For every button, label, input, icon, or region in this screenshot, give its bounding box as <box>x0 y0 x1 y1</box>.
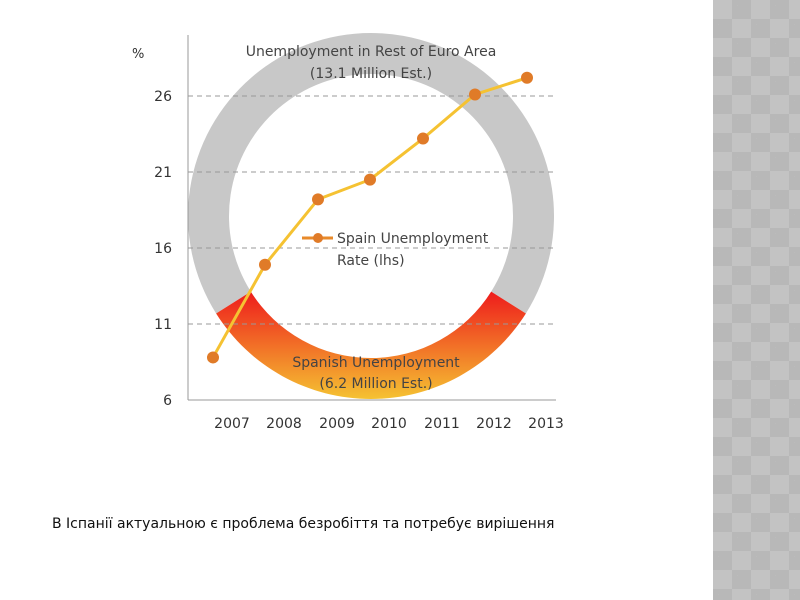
decorative-sidebar <box>713 0 800 600</box>
legend: Spain Unemployment Rate (lhs) <box>302 231 489 269</box>
x-tick-label: 2007 <box>214 416 250 432</box>
data-point <box>417 132 429 145</box>
y-tick-label: 26 <box>154 89 172 105</box>
donut-label-euro-line1: Unemployment in Rest of Euro Area <box>246 44 497 60</box>
slide-caption: В Іспанії актуальною є проблема безробіт… <box>52 516 555 532</box>
data-point <box>521 71 533 84</box>
data-point <box>207 351 219 364</box>
y-tick-label: 16 <box>154 241 172 257</box>
donut-label-spain-line1: Spanish Unemployment <box>292 355 460 371</box>
x-tick-label: 2013 <box>528 416 564 432</box>
legend-marker <box>313 233 323 243</box>
x-tick-label: 2008 <box>266 416 302 432</box>
data-point <box>364 173 376 186</box>
chart: % 6 11 16 21 26 2007 2008 2009 2010 2011 2012 2013… <box>132 32 564 432</box>
data-point <box>259 258 271 271</box>
donut-segment-spain <box>216 291 526 399</box>
y-axis-label: % <box>132 47 144 62</box>
y-tick-label: 21 <box>154 165 172 181</box>
legend-label-line1: Spain Unemployment <box>337 231 489 247</box>
donut-label-spain-line2: (6.2 Million Est.) <box>319 376 432 392</box>
donut-label-euro-line2: (13.1 Million Est.) <box>310 66 432 82</box>
x-tick-label: 2012 <box>476 416 512 432</box>
y-tick-label: 6 <box>163 393 172 409</box>
y-tick-label: 11 <box>154 317 172 333</box>
x-tick-label: 2011 <box>424 416 460 432</box>
legend-label-line2: Rate (lhs) <box>337 253 405 269</box>
x-tick-label: 2010 <box>371 416 407 432</box>
data-point <box>469 88 481 101</box>
data-point <box>312 193 324 206</box>
x-tick-label: 2009 <box>319 416 355 432</box>
